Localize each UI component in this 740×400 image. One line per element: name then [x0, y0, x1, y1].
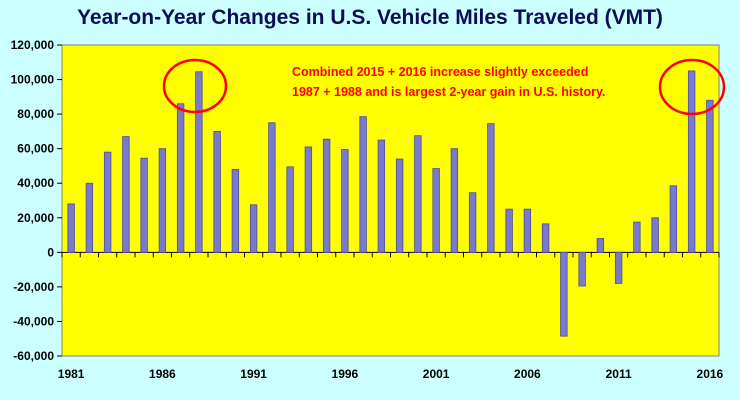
bar-1996 — [341, 149, 349, 253]
bar-series — [67, 70, 714, 337]
bar-1988 — [195, 71, 203, 253]
y-tick-label: 60,000 — [17, 142, 54, 156]
bar-2010 — [596, 238, 605, 253]
y-tick-label: 120,000 — [11, 38, 55, 52]
bar-2000 — [414, 135, 422, 253]
bar-2016 — [706, 99, 714, 253]
bar-1985 — [140, 157, 148, 253]
bar-1993 — [286, 166, 294, 253]
highlight-circle-1987-1988 — [162, 58, 228, 114]
bar-1990 — [231, 168, 240, 253]
bar-1994 — [304, 146, 313, 253]
bar-1986 — [158, 148, 167, 253]
bar-1997 — [359, 116, 367, 253]
x-tick-label: 1991 — [240, 367, 267, 381]
bar-1982 — [85, 182, 94, 253]
annotations: Combined 2015 + 2016 increase slightly e… — [162, 58, 726, 116]
bar-2007 — [541, 223, 550, 253]
bar-1999 — [395, 158, 404, 253]
annotation-line-1: Combined 2015 + 2016 increase slightly e… — [292, 65, 588, 79]
bar-2015 — [687, 70, 696, 253]
bar-2005 — [505, 208, 513, 253]
x-tick-label: 1996 — [332, 367, 359, 381]
plot-area — [61, 44, 720, 357]
bar-1989 — [213, 130, 221, 253]
bar-2008 — [560, 251, 568, 337]
bar-2004 — [487, 123, 495, 253]
annotation-line-2: 1987 + 1988 and is largest 2-year gain i… — [292, 85, 605, 99]
bar-1981 — [67, 203, 75, 253]
bar-2002 — [450, 148, 459, 253]
bar-2011 — [614, 251, 623, 284]
bar-1983 — [103, 151, 112, 253]
bar-1984 — [122, 136, 130, 253]
bar-2014 — [669, 185, 678, 253]
bar-1992 — [268, 122, 276, 253]
y-axis: 120,000 100,000 80,000 60,000 40,000 20,000 0 -… — [11, 38, 62, 363]
x-tick-label: 2001 — [423, 367, 450, 381]
x-tick-label: 2006 — [514, 367, 541, 381]
bar-2013 — [651, 217, 659, 253]
bar-2009 — [578, 251, 586, 287]
y-tick-label: 40,000 — [17, 176, 54, 190]
x-tick-label: 1981 — [58, 367, 85, 381]
y-tick-label: -20,000 — [13, 280, 54, 294]
bar-1991 — [249, 204, 258, 253]
bar-2012 — [633, 221, 641, 253]
x-tick-label: 1986 — [149, 367, 176, 381]
y-tick-label: 20,000 — [17, 211, 54, 225]
bar-2001 — [432, 168, 440, 253]
x-tick-label: 2011 — [606, 367, 632, 381]
y-tick-label: 0 — [47, 245, 54, 259]
y-tick-label: -40,000 — [13, 314, 54, 328]
highlight-circle-2015-2016 — [658, 58, 726, 116]
x-tick-label: 2016 — [697, 367, 724, 381]
bar-1987 — [176, 103, 185, 253]
y-tick-label: -60,000 — [13, 349, 54, 363]
bar-1998 — [377, 139, 386, 253]
y-tick-label: 80,000 — [17, 107, 54, 121]
y-tick-label: 100,000 — [11, 73, 55, 87]
chart-title: Year-on-Year Changes in U.S. Vehicle Mil… — [77, 6, 663, 29]
bar-1995 — [322, 138, 331, 253]
bar-2003 — [468, 192, 477, 253]
bar-2006 — [523, 208, 532, 253]
x-axis: 1981 1986 1991 1996 2001 2006 2011 2016 — [58, 251, 724, 381]
